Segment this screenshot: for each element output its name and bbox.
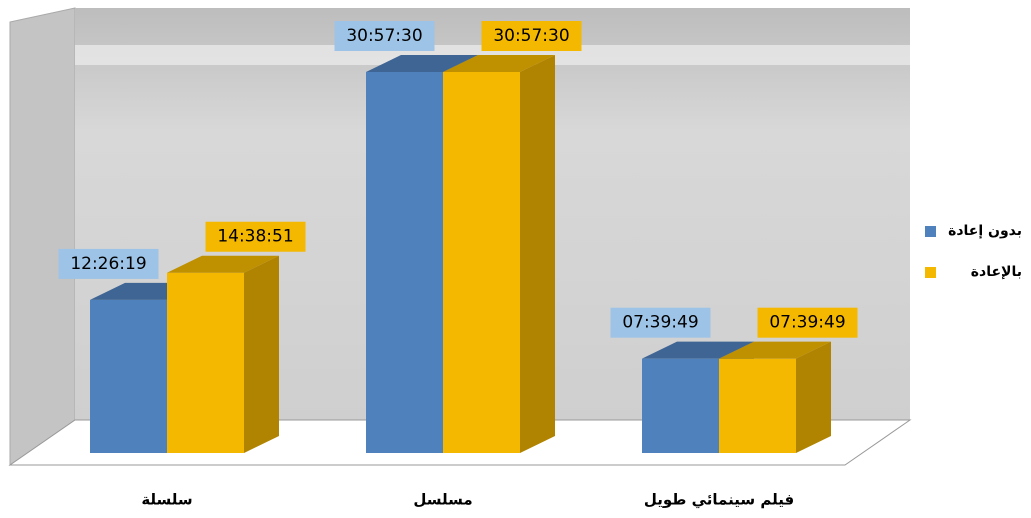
value-label: 07:39:49 <box>622 313 698 333</box>
x-tick-label: سلسلة <box>141 491 192 509</box>
bar-side <box>520 55 555 453</box>
legend-label: بدون إعادة <box>948 223 1022 239</box>
bar <box>642 359 719 453</box>
bar <box>443 72 520 453</box>
bar <box>167 273 244 453</box>
legend-label: بالإعادة <box>971 264 1022 280</box>
value-label: 12:26:19 <box>70 254 146 274</box>
legend-swatch <box>925 267 936 278</box>
x-tick-label: مسلسل <box>413 491 472 509</box>
value-label: 07:39:49 <box>769 313 845 333</box>
x-tick-label: فيلم سينمائي طويل <box>644 491 794 509</box>
legend-swatch <box>925 226 936 237</box>
bar <box>90 300 167 453</box>
bar <box>366 72 443 453</box>
side-wall <box>10 8 75 465</box>
value-label: 14:38:51 <box>217 227 293 247</box>
value-label: 30:57:30 <box>493 26 569 46</box>
bar <box>719 359 796 453</box>
value-label: 30:57:30 <box>346 26 422 46</box>
chart: 12:26:19 14:38:51 30:57:30 30:57:30 07:39:49… <box>0 0 1031 518</box>
bar-side <box>796 342 831 453</box>
bar-side <box>244 256 279 453</box>
